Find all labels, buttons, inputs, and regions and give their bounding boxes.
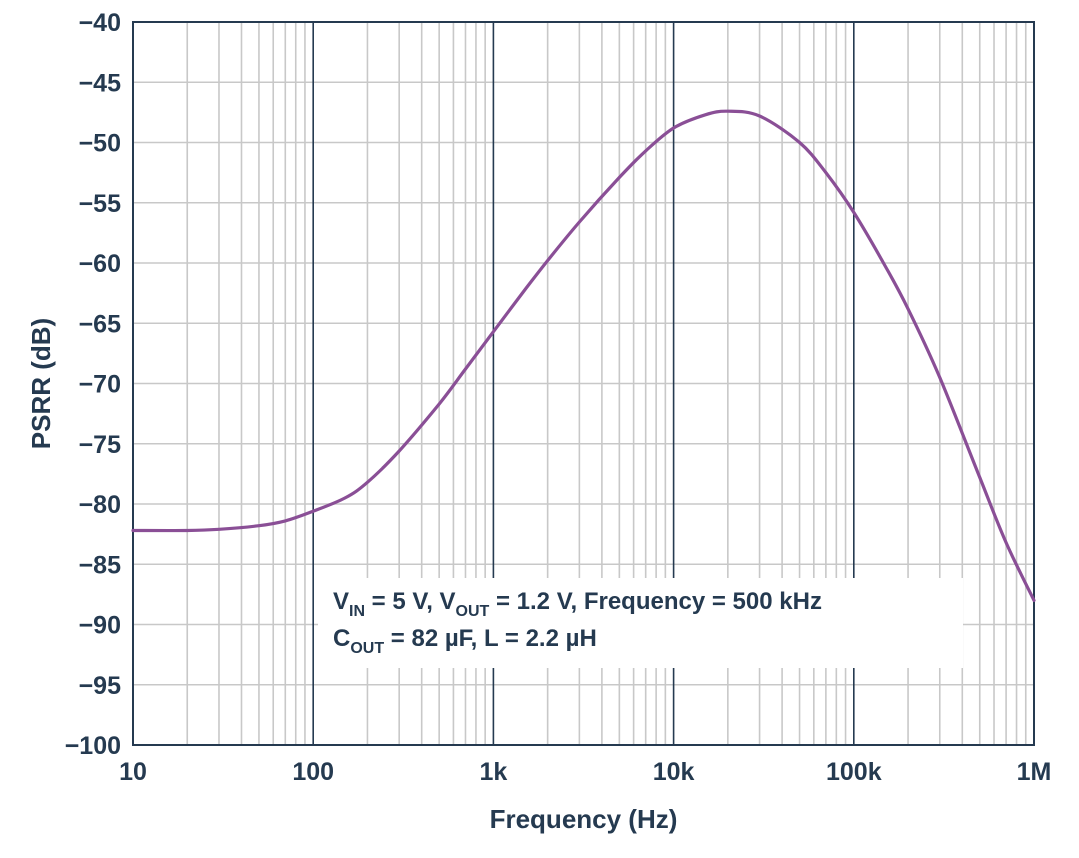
y-tick-label: −60 (79, 250, 121, 278)
y-tick-labels: −40 −45 −50 −55 −60 −65 −70 −75 −80 −85 −90 −95 −100 (65, 9, 121, 760)
y-tick-label: −65 (79, 310, 122, 338)
annotation-text: C (333, 625, 350, 652)
y-tick-label: −75 (79, 431, 122, 459)
x-tick-label: 10k (653, 758, 695, 786)
x-tick-label: 10 (119, 758, 147, 786)
psrr-series-line (131, 109, 1036, 602)
x-tick-label: 100 (292, 758, 334, 786)
annotation-text: = 1.2 V, Frequency = 500 kHz (489, 588, 822, 615)
y-tick-label: −100 (65, 732, 121, 760)
y-tick-label: −80 (79, 491, 121, 519)
annotation-text: V (333, 588, 349, 615)
x-tick-label: 1k (479, 758, 507, 786)
annotation-box (318, 578, 963, 668)
annotation-subscript: IN (349, 603, 365, 620)
annotation-line-1: VIN = 5 V, VOUT = 1.2 V, Frequency = 500… (333, 588, 822, 620)
annotation-text: = 82 µF, L = 2.2 µH (384, 625, 597, 652)
y-tick-label: −70 (79, 371, 121, 399)
x-tick-labels: 10 100 1k 10k 100k 1M (119, 758, 1051, 786)
annotation-line-2: COUT = 82 µF, L = 2.2 µH (333, 625, 597, 657)
y-tick-label: −85 (79, 551, 122, 579)
y-tick-label: −50 (79, 130, 121, 158)
y-tick-label: −95 (79, 672, 122, 700)
x-tick-label: 1M (1017, 758, 1052, 786)
y-tick-label: −90 (79, 612, 121, 640)
y-axis-label: PSRR (dB) (26, 318, 56, 449)
annotation-subscript: OUT (350, 640, 384, 657)
plot-frame (132, 21, 1035, 746)
annotation-subscript: OUT (456, 603, 490, 620)
annotation-text: = 5 V, V (365, 588, 456, 615)
y-tick-label: −55 (79, 190, 122, 218)
y-tick-label: −40 (79, 9, 121, 37)
x-tick-label: 100k (826, 758, 882, 786)
y-tick-label: −45 (79, 69, 122, 97)
x-axis-label: Frequency (Hz) (490, 804, 678, 834)
